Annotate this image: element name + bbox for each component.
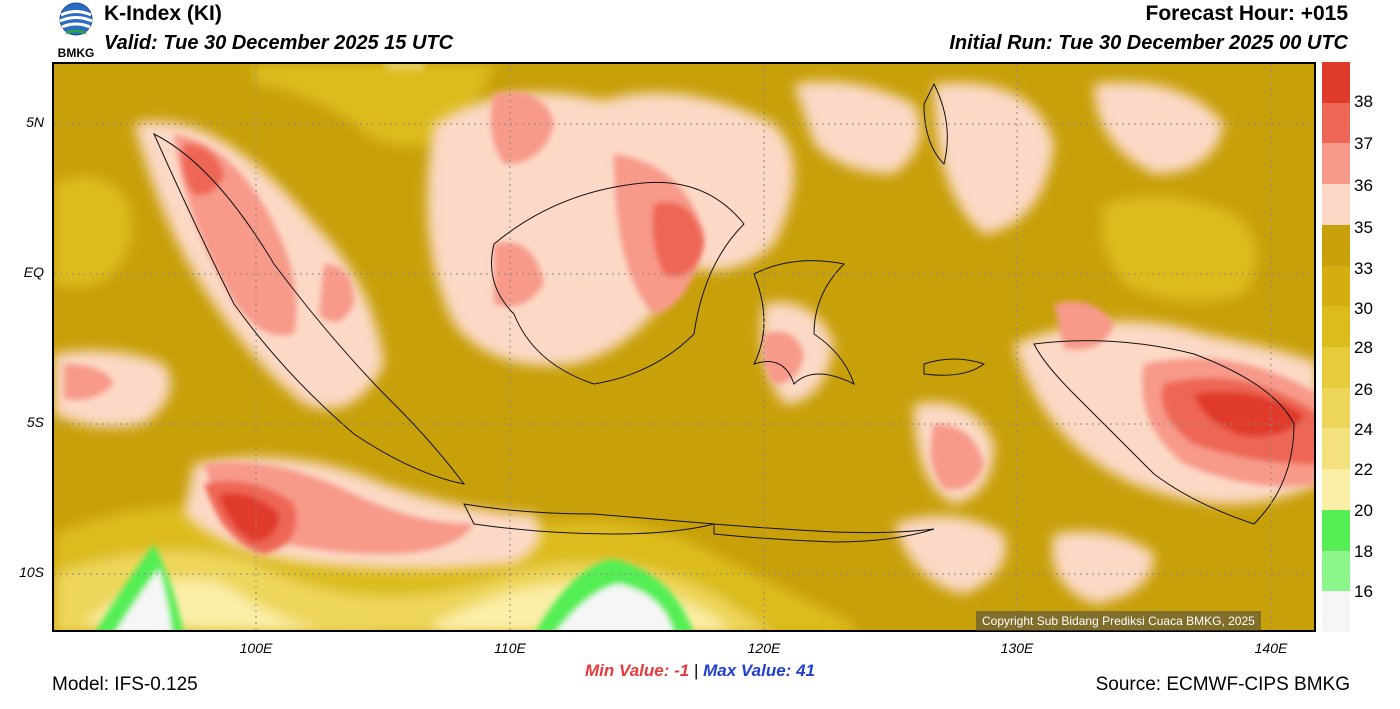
- bmkg-logo: BMKG: [52, 2, 100, 60]
- colorbar-cell: [1322, 62, 1350, 103]
- colorbar-cell: [1322, 428, 1350, 469]
- colorbar: [1322, 62, 1350, 632]
- lat-label: EQ: [23, 264, 44, 280]
- colorbar-label: 38: [1354, 92, 1373, 111]
- data-source: Source: ECMWF-CIPS BMKG: [1095, 674, 1350, 695]
- lon-label: 100E: [239, 640, 273, 656]
- colorbar-label: 22: [1354, 460, 1373, 479]
- lat-label: 10S: [19, 564, 44, 580]
- colorbar-label: 33: [1354, 259, 1373, 278]
- lon-label: 120E: [747, 640, 781, 656]
- colorbar-cell: [1322, 347, 1350, 388]
- colorbar-label: 24: [1354, 420, 1373, 439]
- colorbar-cell: [1322, 143, 1350, 184]
- colorbar-label: 28: [1354, 338, 1373, 357]
- copyright-notice: Copyright Sub Bidang Prediksi Cuaca BMKG…: [976, 611, 1261, 631]
- initial-run: Initial Run: Tue 30 December 2025 00 UTC: [949, 32, 1348, 54]
- separator: |: [693, 661, 699, 680]
- lon-label: 130E: [1000, 640, 1034, 656]
- colorbar-cell: [1322, 184, 1350, 225]
- colorbar-cell: [1322, 510, 1350, 551]
- max-value: 41: [796, 661, 815, 680]
- min-max-summary: Min Value: -1 | Max Value: 41: [0, 661, 1400, 681]
- colorbar-cell: [1322, 469, 1350, 510]
- colorbar-cell: [1322, 591, 1350, 632]
- lon-label: 140E: [1254, 640, 1288, 656]
- colorbar-label: 35: [1354, 218, 1373, 237]
- colorbar-label: 36: [1354, 176, 1373, 195]
- colorbar-cell: [1322, 103, 1350, 143]
- colorbar-label: 18: [1354, 542, 1373, 561]
- lon-label: 110E: [494, 640, 526, 656]
- colorbar-cell: [1322, 388, 1350, 428]
- colorbar-cell: [1322, 551, 1350, 591]
- lat-label: 5N: [26, 114, 44, 130]
- min-value: -1: [674, 661, 690, 680]
- colorbar-label: 20: [1354, 501, 1373, 520]
- k-index-map: [52, 62, 1316, 632]
- colorbar-cell: [1322, 266, 1350, 306]
- min-label: Min Value:: [585, 661, 670, 680]
- forecast-hour: Forecast Hour: +015: [1145, 2, 1349, 25]
- colorbar-label: 30: [1354, 299, 1373, 318]
- k-index-field: [54, 64, 1314, 630]
- svg-text:BMKG: BMKG: [58, 46, 95, 60]
- valid-time: Valid: Tue 30 December 2025 15 UTC: [104, 32, 454, 54]
- colorbar-label: 26: [1354, 380, 1373, 399]
- model-name: Model: IFS-0.125: [52, 674, 198, 695]
- colorbar-cell: [1322, 306, 1350, 347]
- colorbar-label: 16: [1354, 582, 1373, 601]
- colorbar-cell: [1322, 225, 1350, 266]
- max-label: Max Value:: [703, 661, 792, 680]
- colorbar-label: 37: [1354, 134, 1373, 153]
- lat-label: 5S: [26, 414, 44, 430]
- chart-title: K-Index (KI): [104, 2, 222, 25]
